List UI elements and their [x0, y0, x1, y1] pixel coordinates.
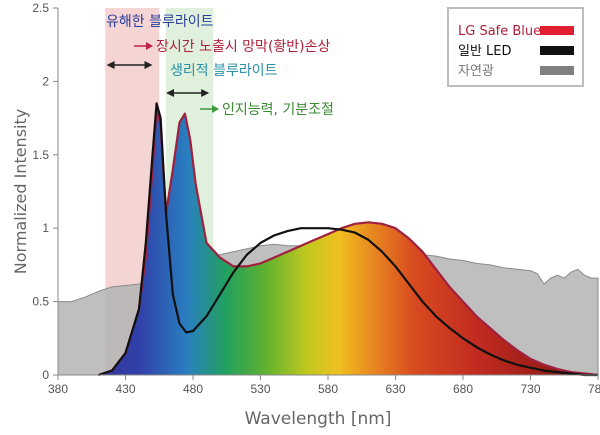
y-tick-label: 1: [42, 221, 49, 235]
legend: LG Safe Blue 일반 LED 자연광: [447, 7, 584, 87]
legend-swatch: [540, 46, 574, 55]
y-axis-label: Normalized Intensity: [11, 109, 30, 274]
normal-led-line: [98, 102, 598, 377]
y-tick-label: 1.5: [32, 148, 49, 162]
legend-label: 자연광: [458, 64, 494, 79]
legend-label: 일반 LED: [458, 44, 512, 59]
bio-range-arrow-left: [166, 89, 174, 97]
annotation-bio-arrowhead: [212, 105, 219, 113]
x-axis-label: Wavelength [nm]: [245, 409, 392, 429]
y-tick-label: 0: [42, 368, 49, 382]
x-tick-label: 630: [385, 382, 405, 396]
spectrum-fill: [98, 107, 598, 376]
annotation-arrowhead: [146, 42, 153, 50]
x-tick-label: 480: [183, 382, 203, 396]
legend-swatch: [540, 66, 574, 75]
harmful-range-arrow-right: [144, 61, 153, 69]
legend-label: LG Safe Blue: [458, 24, 541, 39]
x-tick-label: 730: [520, 382, 540, 396]
y-tick-label: 2: [42, 74, 49, 88]
bio-range-arrow-right: [201, 89, 210, 97]
x-tick-label: 580: [318, 382, 338, 396]
x-tick-label: 380: [48, 382, 68, 396]
harmful-range-arrow-left: [106, 61, 115, 69]
annotation-bio: 생리적 블루라이트: [170, 63, 278, 79]
x-tick-label: 530: [250, 382, 270, 396]
x-tick-label: 780: [588, 382, 600, 396]
axes: 380 430 480 530 580 630 680 730 780 0 0.5 1 1.5 2 2.5 W…: [11, 1, 600, 429]
lg-safe-blue-area: [98, 107, 598, 376]
annotation-harmful: 유해한 블루라이트: [106, 14, 214, 30]
annotation-harmful-effect: 장시간 노출시 망막(황반)손상: [156, 39, 331, 55]
x-tick-label: 680: [453, 382, 473, 396]
legend-swatch: [540, 26, 574, 35]
y-tick-label: 2.5: [32, 1, 49, 15]
y-tick-label: 0.5: [32, 295, 49, 309]
annotation-bio-effect: 인지능력, 기분조절: [222, 102, 334, 118]
x-tick-label: 430: [115, 382, 135, 396]
series-lines: [98, 102, 599, 377]
